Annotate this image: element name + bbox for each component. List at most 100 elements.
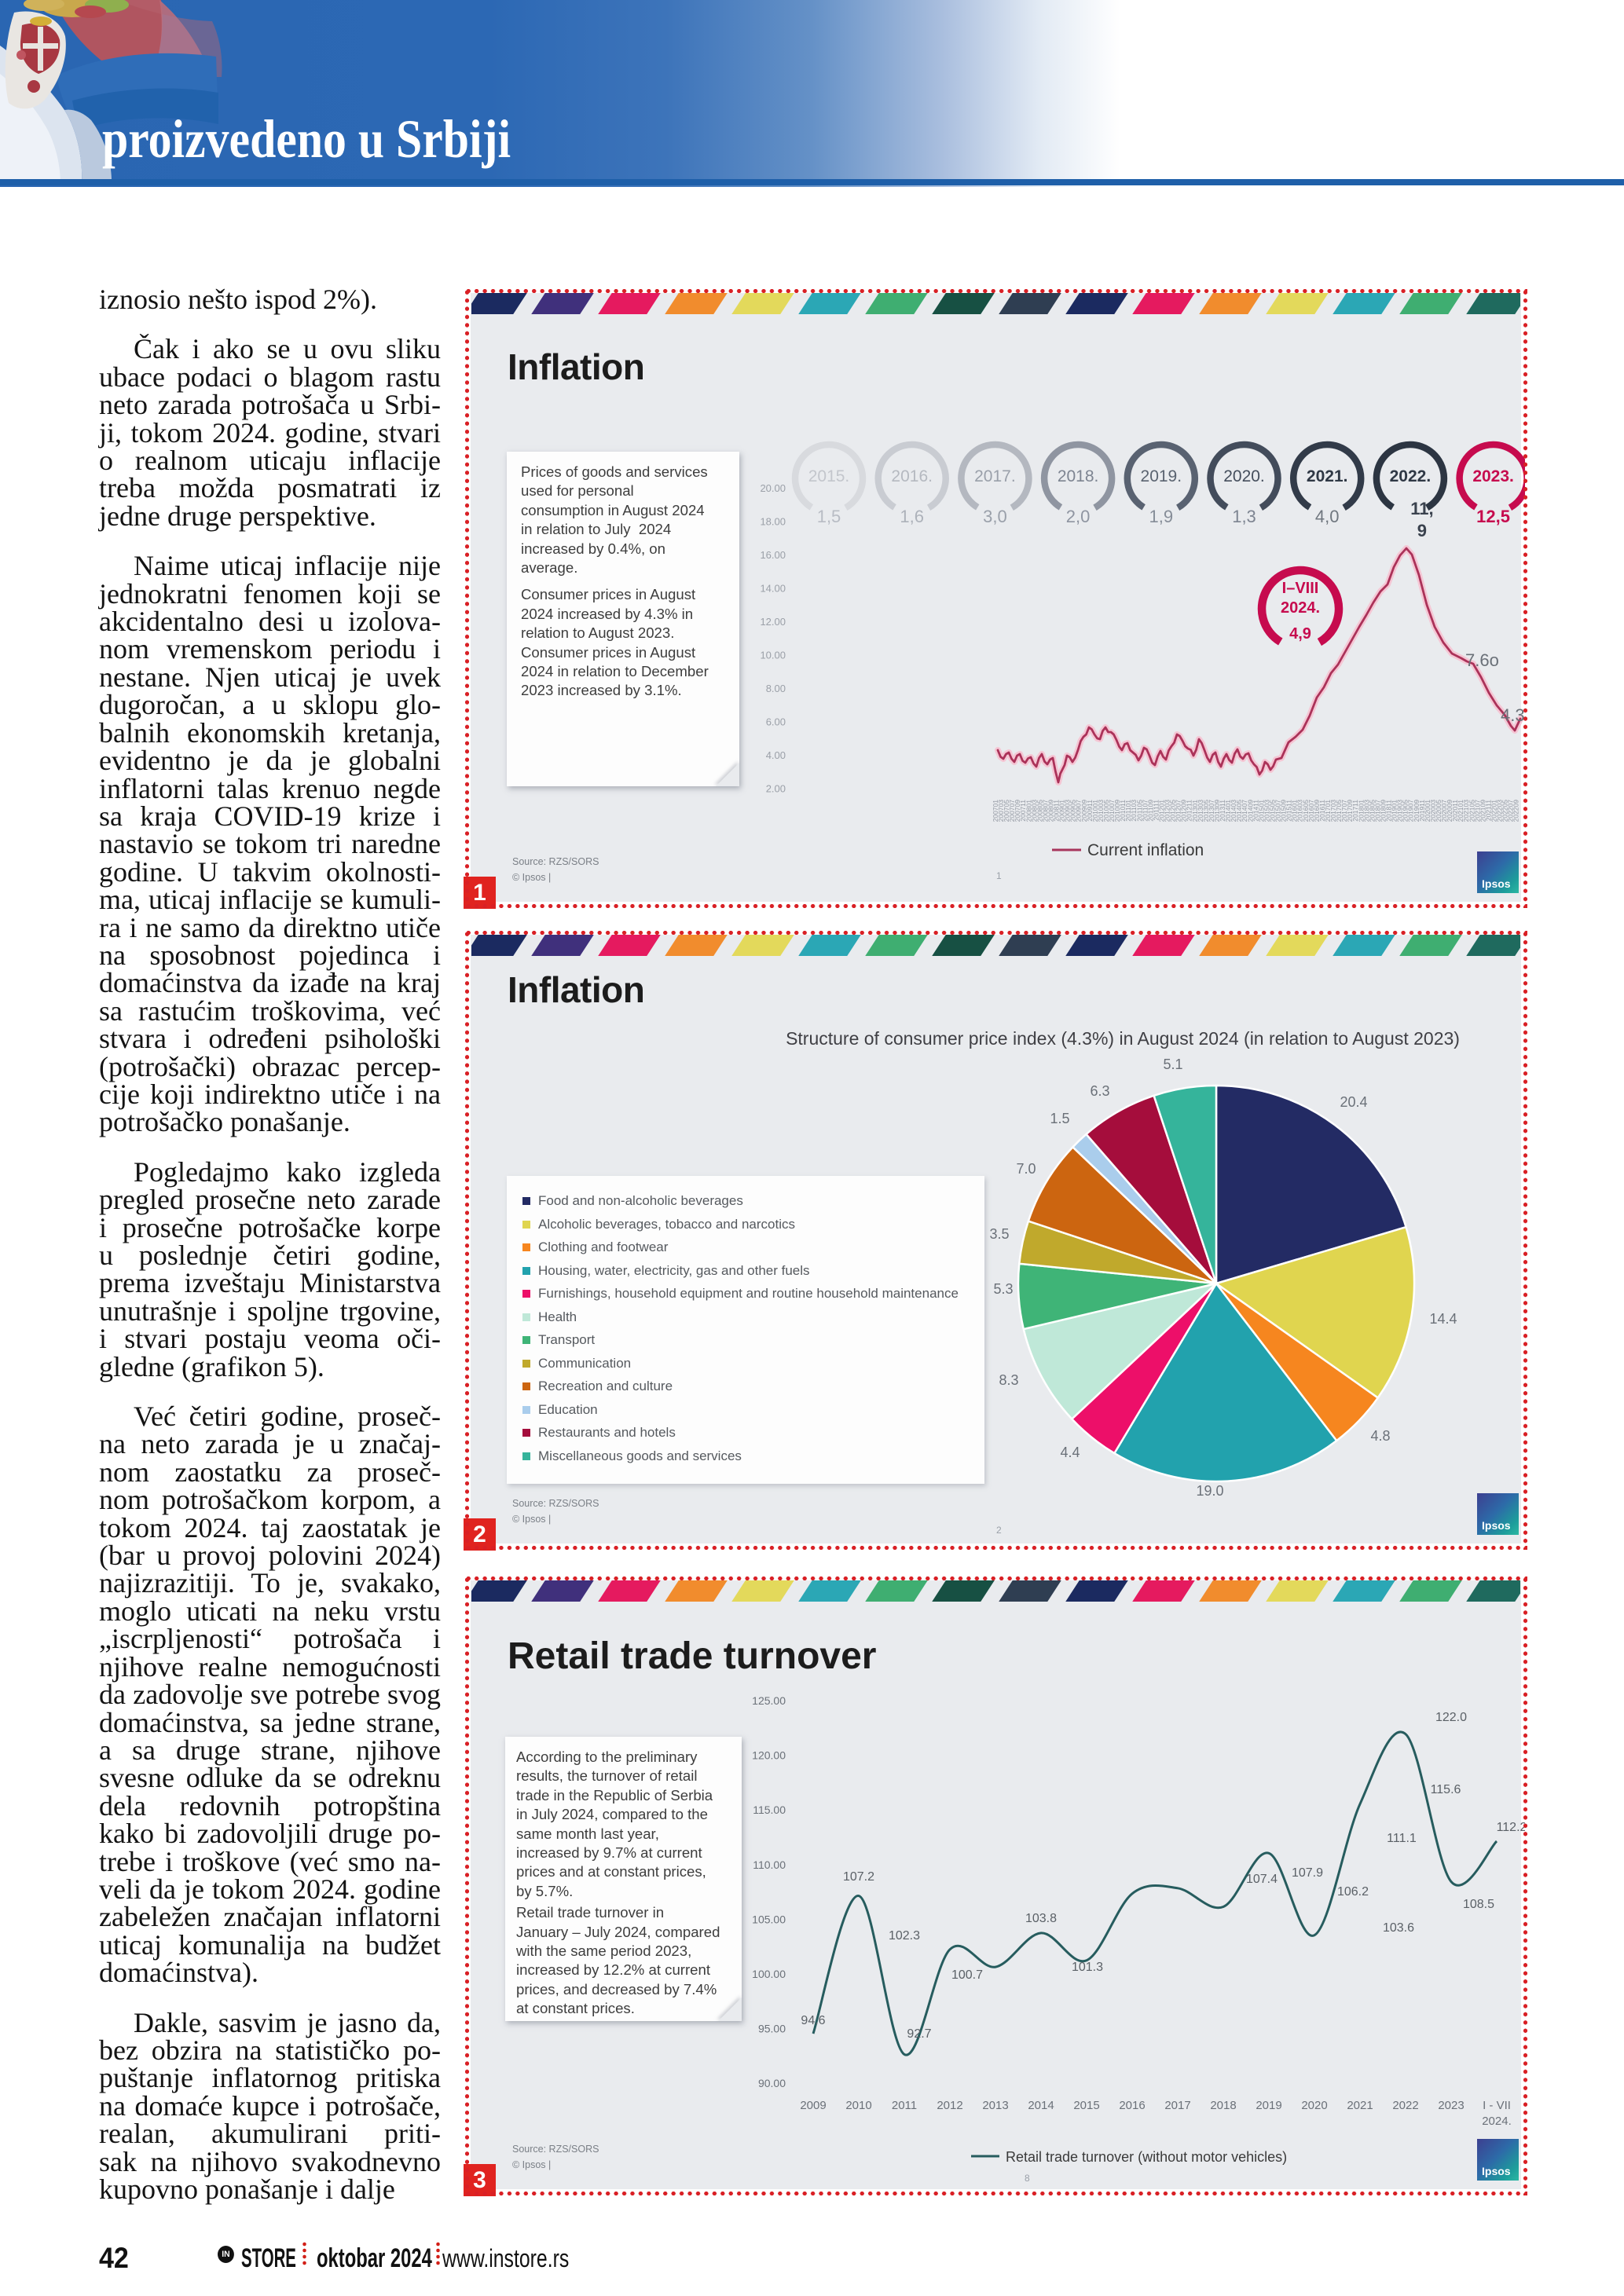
svg-text:201911: 201911	[1418, 800, 1426, 822]
svg-text:I - VII: I - VII	[1483, 2099, 1511, 2112]
svg-text:201005: 201005	[1102, 800, 1110, 822]
svg-text:202109: 202109	[1479, 800, 1487, 822]
svg-text:14.00: 14.00	[760, 583, 786, 595]
svg-text:202201: 202201	[1490, 800, 1498, 822]
svg-text:201011: 201011	[1119, 800, 1127, 822]
svg-text:202001: 202001	[1424, 800, 1432, 822]
svg-text:115.00: 115.00	[753, 1803, 786, 1816]
svg-text:200711: 200711	[1019, 800, 1027, 822]
svg-text:202105: 202105	[1468, 800, 1476, 822]
svg-text:2024.: 2024.	[1281, 599, 1320, 617]
svg-text:200805: 200805	[1036, 800, 1043, 822]
svg-text:125.00: 125.00	[752, 1694, 786, 1707]
svg-text:200905: 200905	[1069, 800, 1077, 822]
svg-text:201603: 201603	[1296, 800, 1304, 822]
svg-text:201907: 201907	[1407, 800, 1415, 822]
svg-text:202203: 202203	[1496, 800, 1504, 822]
svg-text:201109: 201109	[1146, 800, 1154, 822]
svg-text:201003: 201003	[1097, 800, 1105, 822]
svg-text:200809: 200809	[1047, 800, 1055, 822]
svg-text:2014: 2014	[1028, 2099, 1054, 2112]
svg-text:4.00: 4.00	[766, 749, 786, 761]
svg-text:107.4: 107.4	[1246, 1873, 1278, 1886]
svg-text:201001: 201001	[1091, 800, 1099, 822]
svg-text:202007: 202007	[1440, 800, 1448, 822]
svg-text:8: 8	[1025, 2173, 1030, 2184]
svg-text:201205: 201205	[1169, 800, 1177, 822]
svg-text:111.1: 111.1	[1387, 1832, 1417, 1845]
svg-text:201211: 201211	[1186, 800, 1193, 822]
svg-text:201903: 201903	[1396, 800, 1404, 822]
svg-text:201103: 201103	[1130, 800, 1138, 822]
svg-text:201101: 201101	[1124, 800, 1132, 822]
svg-text:101.3: 101.3	[1072, 1961, 1103, 1974]
svg-text:200903: 200903	[1064, 800, 1072, 822]
svg-text:1,9: 1,9	[1149, 507, 1174, 526]
svg-text:202111: 202111	[1484, 800, 1492, 821]
svg-text:6.3: 6.3	[1090, 1083, 1109, 1099]
svg-text:2,0: 2,0	[1066, 507, 1091, 526]
svg-text:2.00: 2.00	[766, 783, 786, 795]
svg-text:202103: 202103	[1462, 800, 1470, 822]
svg-text:3.5: 3.5	[989, 1226, 1009, 1242]
svg-text:107.9: 107.9	[1292, 1866, 1323, 1880]
svg-text:200807: 200807	[1041, 800, 1049, 822]
svg-text:5.3: 5.3	[993, 1281, 1013, 1297]
svg-text:4,0: 4,0	[1315, 507, 1340, 526]
svg-text:12,5: 12,5	[1476, 507, 1510, 526]
svg-text:2022: 2022	[1392, 2099, 1418, 2112]
svg-text:200703: 200703	[997, 800, 1005, 822]
svg-text:1.5: 1.5	[1050, 1111, 1069, 1126]
svg-text:200705: 200705	[1003, 800, 1010, 822]
svg-text:103.8: 103.8	[1025, 1912, 1057, 1925]
svg-text:201309: 201309	[1213, 800, 1221, 822]
svg-text:200909: 200909	[1080, 800, 1088, 822]
svg-text:115.6: 115.6	[1431, 1783, 1461, 1796]
svg-text:202209: 202209	[1512, 800, 1520, 822]
svg-text:12.00: 12.00	[760, 616, 786, 628]
svg-text:201701: 201701	[1324, 800, 1332, 822]
svg-text:2016.: 2016.	[891, 467, 933, 485]
svg-text:18.00: 18.00	[760, 516, 786, 528]
svg-text:201009: 201009	[1113, 800, 1121, 822]
svg-text:201601: 201601	[1291, 800, 1299, 822]
svg-text:201809: 201809	[1380, 800, 1388, 822]
svg-text:201405: 201405	[1235, 800, 1243, 822]
svg-text:5.1: 5.1	[1163, 1056, 1182, 1072]
svg-text:4.3o: 4.3o	[1501, 705, 1525, 725]
svg-text:202009: 202009	[1446, 800, 1454, 822]
svg-text:2019.: 2019.	[1141, 467, 1182, 485]
svg-text:201501: 201501	[1257, 800, 1265, 822]
svg-text:202205: 202205	[1501, 800, 1509, 822]
svg-text:2012: 2012	[937, 2099, 962, 2112]
svg-text:200701: 200701	[992, 800, 999, 822]
svg-text:201909: 201909	[1413, 800, 1421, 822]
svg-text:200707: 200707	[1008, 800, 1016, 822]
svg-text:202101: 202101	[1457, 800, 1465, 822]
svg-text:201703: 201703	[1329, 800, 1337, 822]
svg-text:102.3: 102.3	[889, 1929, 920, 1943]
svg-text:3,0: 3,0	[983, 507, 1007, 526]
svg-text:108.5: 108.5	[1463, 1898, 1494, 1911]
svg-text:201607: 201607	[1307, 800, 1315, 822]
svg-text:Current inflation: Current inflation	[1087, 841, 1204, 859]
svg-text:2015.: 2015.	[808, 467, 850, 485]
svg-text:201203: 201203	[1164, 800, 1171, 822]
svg-text:2017.: 2017.	[974, 467, 1016, 485]
svg-text:2020.: 2020.	[1223, 467, 1265, 485]
svg-text:2023.: 2023.	[1472, 467, 1514, 485]
svg-text:110.00: 110.00	[753, 1858, 786, 1871]
svg-text:95.00: 95.00	[758, 2023, 786, 2035]
svg-text:2017: 2017	[1164, 2099, 1190, 2112]
svg-text:201311: 201311	[1219, 800, 1226, 822]
svg-text:1,5: 1,5	[817, 507, 841, 526]
svg-text:200901: 200901	[1058, 800, 1066, 822]
svg-text:200811: 200811	[1053, 800, 1061, 822]
svg-text:200803: 200803	[1030, 800, 1038, 822]
svg-text:1,6: 1,6	[900, 507, 924, 526]
svg-text:19.0: 19.0	[1196, 1483, 1223, 1499]
svg-text:Retail trade turnover (without: Retail trade turnover (without motor veh…	[1006, 2149, 1287, 2165]
svg-text:2015: 2015	[1073, 2099, 1099, 2112]
svg-text:201207: 201207	[1175, 800, 1182, 822]
svg-text:20.4: 20.4	[1340, 1094, 1367, 1110]
